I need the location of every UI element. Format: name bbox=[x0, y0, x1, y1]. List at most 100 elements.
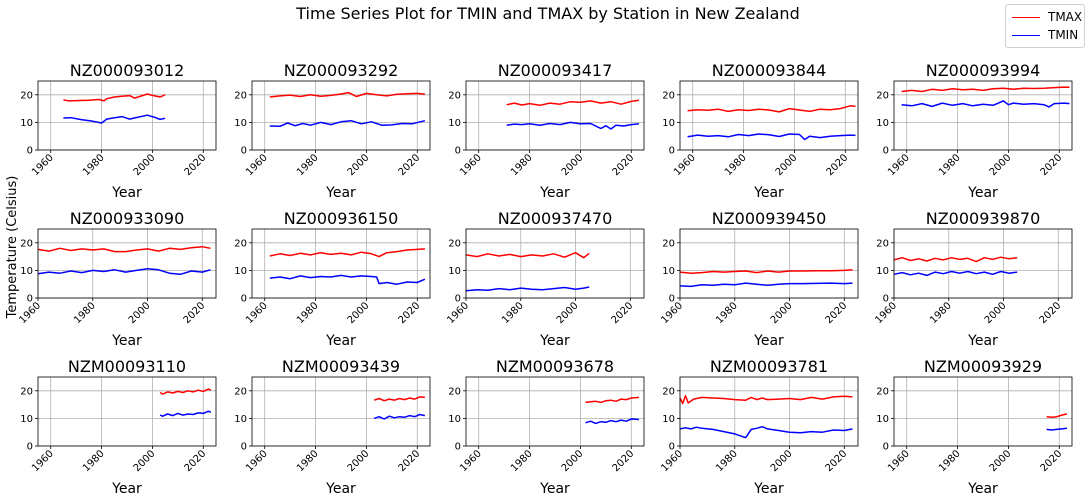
x-tick-label: 2000 bbox=[774, 152, 800, 178]
x-tick-label: 1960 bbox=[30, 448, 56, 474]
x-axis-label: Year bbox=[967, 333, 998, 349]
y-tick-label: 20 bbox=[662, 238, 675, 249]
x-tick-label: 2000 bbox=[988, 448, 1014, 474]
x-tick-label: 1980 bbox=[509, 152, 535, 178]
axes-frame bbox=[893, 376, 1073, 447]
x-axis-label: Year bbox=[111, 481, 142, 497]
series-line-tmin bbox=[679, 425, 853, 439]
x-axis-label: Year bbox=[111, 333, 142, 349]
x-tick-label: 1960 bbox=[30, 152, 56, 178]
x-tick-label: 2000 bbox=[560, 448, 586, 474]
series-line-tmin bbox=[585, 418, 639, 425]
y-tick-label: 0 bbox=[241, 146, 247, 157]
subplot-11: NZM00093110 0 10 20 1960 1980 2000 2020 Year bbox=[20, 357, 217, 497]
x-tick-label: 1960 bbox=[886, 152, 912, 178]
y-tick-label: 10 bbox=[20, 118, 33, 129]
x-tick-label: 1980 bbox=[500, 300, 526, 326]
subplot-12: NZM00093439 0 10 20 1960 1980 2000 2020 Year bbox=[234, 357, 431, 497]
y-tick-label: 0 bbox=[241, 442, 247, 453]
x-tick-label: 2000 bbox=[346, 448, 372, 474]
axes-frame bbox=[251, 80, 431, 151]
series-line-tmax bbox=[679, 395, 853, 405]
axes-frame bbox=[465, 80, 645, 151]
subplot-title: NZ000939870 bbox=[926, 209, 1041, 228]
legend: TMAX TMIN bbox=[1005, 4, 1085, 48]
y-tick-label: 20 bbox=[234, 90, 247, 101]
x-axis-label: Year bbox=[753, 481, 784, 497]
x-axis-label: Year bbox=[967, 481, 998, 497]
x-tick-label: 1980 bbox=[295, 152, 321, 178]
x-tick-label: 2000 bbox=[132, 152, 158, 178]
subplot-14: NZM00093781 0 10 20 1960 1980 2000 2020 Year bbox=[659, 357, 859, 497]
x-tick-label: 2000 bbox=[132, 448, 158, 474]
y-tick-label: 20 bbox=[20, 90, 33, 101]
x-tick-label: 2020 bbox=[611, 448, 637, 474]
x-tick-label: 1980 bbox=[714, 300, 740, 326]
y-tick-label: 10 bbox=[234, 414, 247, 425]
x-axis-label: Year bbox=[539, 185, 570, 201]
x-axis-label: Year bbox=[753, 333, 784, 349]
series-line-tmin bbox=[37, 267, 211, 276]
axes-frame bbox=[251, 376, 431, 447]
x-tick-label: 1960 bbox=[873, 300, 899, 326]
series-line-tmax bbox=[269, 91, 425, 98]
x-tick-label: 1980 bbox=[81, 448, 107, 474]
series-line-tmin bbox=[269, 274, 426, 285]
y-tick-label: 20 bbox=[662, 386, 675, 397]
subplot-title: NZM00093678 bbox=[496, 357, 614, 376]
y-tick-label: 10 bbox=[662, 118, 675, 129]
series-line-tmax bbox=[585, 396, 639, 404]
x-tick-label: 2020 bbox=[610, 300, 636, 326]
x-tick-label: 1980 bbox=[714, 448, 740, 474]
x-axis-label: Year bbox=[539, 481, 570, 497]
x-axis-label: Year bbox=[111, 185, 142, 201]
x-tick-label: 1960 bbox=[244, 300, 270, 326]
series-line-tmin bbox=[679, 282, 853, 288]
series-line-tmin bbox=[63, 114, 166, 124]
subplot-13: NZM00093678 0 10 20 1960 1980 2000 2020 Year bbox=[448, 357, 645, 497]
y-tick-label: 20 bbox=[234, 238, 247, 249]
x-tick-label: 2000 bbox=[769, 300, 795, 326]
y-tick-label: 0 bbox=[669, 442, 675, 453]
x-tick-label: 1960 bbox=[244, 448, 270, 474]
y-tick-label: 10 bbox=[662, 266, 675, 277]
y-tick-label: 20 bbox=[448, 386, 461, 397]
y-tick-label: 0 bbox=[669, 294, 675, 305]
subplot-title: NZ000093012 bbox=[70, 61, 185, 80]
x-tick-label: 1980 bbox=[295, 300, 321, 326]
x-tick-label: 2020 bbox=[611, 152, 637, 178]
x-tick-label: 2020 bbox=[824, 448, 850, 474]
y-tick-label: 10 bbox=[20, 266, 33, 277]
subplot-10: NZ000939870 0 10 20 1960 1980 2000 2020 Year bbox=[873, 209, 1073, 349]
subplot-title: NZM00093781 bbox=[710, 357, 828, 376]
y-tick-label: 0 bbox=[27, 294, 33, 305]
axes-frame bbox=[465, 228, 645, 299]
legend-swatch-tmin bbox=[1012, 34, 1040, 36]
y-tick-label: 0 bbox=[883, 442, 889, 453]
y-tick-label: 0 bbox=[669, 146, 675, 157]
series-line-tmax bbox=[901, 86, 1070, 93]
x-tick-label: 2000 bbox=[983, 300, 1009, 326]
subplot-6: NZ000933090 0 10 20 1960 1980 2000 2020 Year bbox=[17, 209, 217, 349]
x-tick-label: 2000 bbox=[555, 300, 581, 326]
series-line-tmin bbox=[373, 413, 426, 420]
x-tick-label: 2000 bbox=[769, 448, 795, 474]
subplot-title: NZ000093994 bbox=[926, 61, 1041, 80]
x-tick-label: 2020 bbox=[825, 152, 851, 178]
subplot-title: NZM00093929 bbox=[924, 357, 1042, 376]
y-tick-label: 20 bbox=[662, 90, 675, 101]
y-tick-label: 10 bbox=[876, 414, 889, 425]
y-tick-label: 20 bbox=[448, 238, 461, 249]
x-tick-label: 1960 bbox=[458, 448, 484, 474]
y-tick-label: 0 bbox=[27, 442, 33, 453]
x-tick-label: 1960 bbox=[17, 300, 43, 326]
series-line-tmin bbox=[901, 100, 1070, 108]
x-axis-label: Year bbox=[325, 481, 356, 497]
x-tick-label: 1980 bbox=[928, 300, 954, 326]
x-tick-label: 2020 bbox=[183, 448, 209, 474]
subplot-title: NZM00093110 bbox=[68, 357, 186, 376]
x-tick-label: 1960 bbox=[672, 152, 698, 178]
figure-suptitle: Time Series Plot for TMIN and TMAX by St… bbox=[295, 4, 799, 23]
series-line-tmin bbox=[506, 121, 639, 130]
